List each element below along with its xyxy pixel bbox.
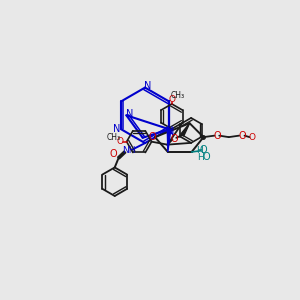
Text: O: O: [203, 152, 211, 162]
Text: H: H: [198, 153, 204, 162]
Text: O: O: [116, 137, 123, 146]
Text: N: N: [126, 109, 134, 119]
Text: O: O: [200, 146, 207, 155]
Polygon shape: [181, 123, 190, 136]
Text: N: N: [166, 126, 174, 136]
Text: O: O: [213, 130, 221, 141]
Text: O: O: [148, 131, 156, 142]
Text: N: N: [144, 81, 152, 91]
Polygon shape: [167, 129, 171, 152]
Text: CH₃: CH₃: [107, 133, 121, 142]
Text: CH₃: CH₃: [171, 91, 185, 100]
Text: O: O: [171, 134, 178, 144]
Text: N: N: [112, 124, 120, 134]
Text: N: N: [167, 127, 174, 137]
Text: O: O: [238, 130, 246, 141]
Text: NH: NH: [122, 146, 135, 155]
Text: O: O: [110, 149, 117, 159]
Text: H: H: [196, 146, 203, 155]
Text: O: O: [248, 133, 255, 142]
Text: O: O: [168, 95, 175, 104]
